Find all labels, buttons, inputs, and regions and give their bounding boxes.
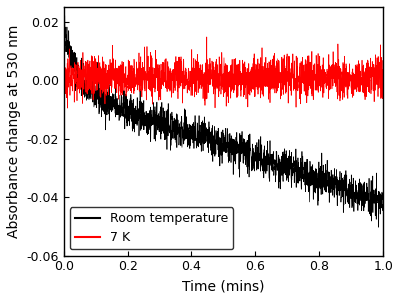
Room temperature [78, 82, 82, 86]
7 K [78, 64, 82, 68]
Room temperature [376, 225, 381, 229]
Room temperature [208, 130, 213, 134]
Legend: Room temperature, 7 K: Room temperature, 7 K [70, 207, 233, 249]
Y-axis label: Absorbance change at 530 nm: Absorbance change at 530 nm [7, 25, 21, 238]
7 K [372, 82, 376, 85]
7 K [372, 100, 376, 103]
Line: Room temperature: Room temperature [64, 14, 383, 227]
Room temperature [61, 18, 66, 22]
7 K [313, 84, 318, 88]
Room temperature [372, 196, 376, 199]
7 K [61, 82, 66, 86]
7 K [381, 72, 386, 75]
Room temperature [372, 201, 376, 205]
Room temperature [381, 208, 386, 211]
Room temperature [62, 12, 67, 16]
7 K [65, 106, 70, 110]
Room temperature [217, 148, 222, 152]
7 K [217, 66, 222, 70]
X-axis label: Time (mins): Time (mins) [182, 279, 265, 293]
Room temperature [313, 177, 318, 181]
Line: 7 K: 7 K [64, 37, 383, 108]
7 K [208, 68, 213, 71]
7 K [204, 35, 209, 39]
